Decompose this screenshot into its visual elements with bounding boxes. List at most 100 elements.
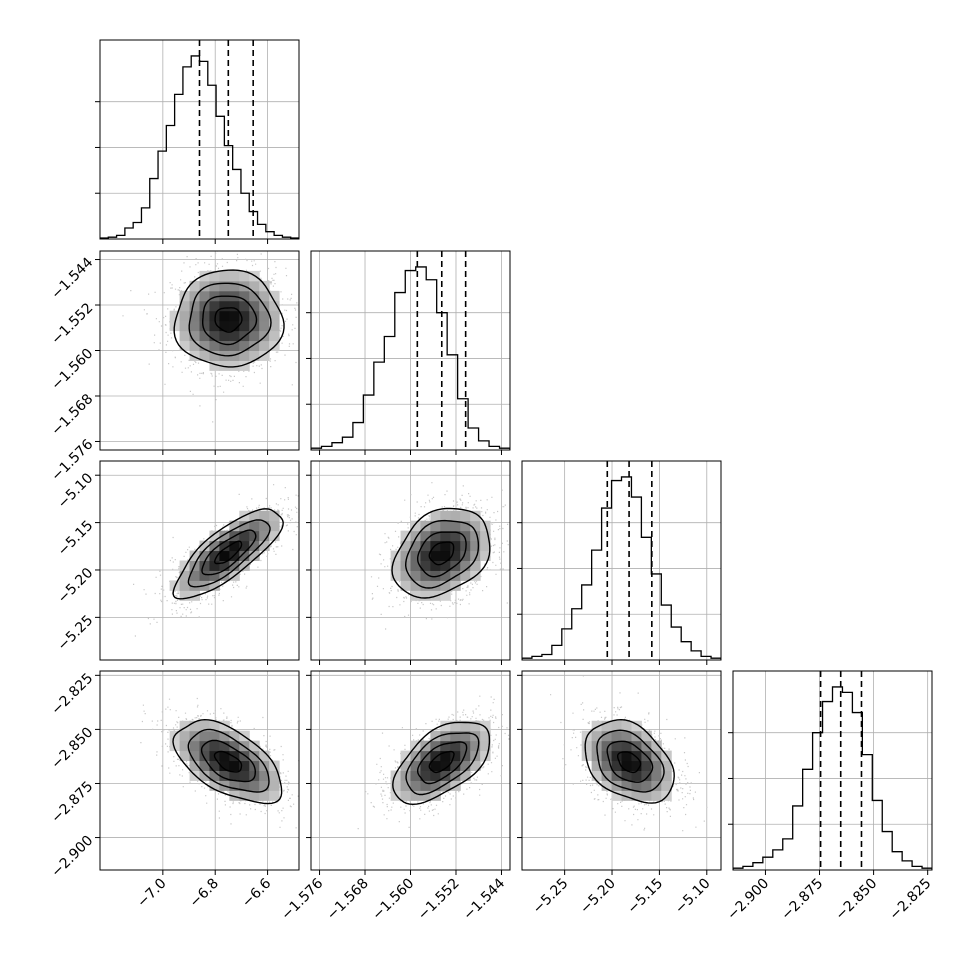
- density-cell: [209, 570, 220, 581]
- density-cell: [219, 740, 230, 752]
- density-cell: [430, 780, 441, 791]
- density-cell: [229, 340, 240, 351]
- density-cell: [229, 280, 240, 292]
- density-cell: [601, 740, 613, 752]
- density-cell: [219, 320, 230, 332]
- density-cell: [199, 760, 210, 771]
- density-cell: [219, 300, 230, 312]
- density-cell: [249, 780, 260, 791]
- density-cell: [410, 780, 421, 791]
- panel-frame: [310, 670, 511, 871]
- density-cell: [631, 750, 642, 762]
- density-cell: [631, 770, 642, 781]
- density-cell: [239, 340, 250, 351]
- density-cell: [259, 290, 270, 302]
- density-cell: [229, 760, 240, 771]
- density-cell: [410, 570, 421, 581]
- contour-level-3: [584, 718, 675, 804]
- panel-2-1: [306, 460, 511, 665]
- density-cell: [179, 320, 191, 332]
- xtick-label: −1.552: [415, 876, 463, 924]
- density-cell: [420, 540, 431, 552]
- density-cell: [199, 330, 210, 342]
- density-cell: [400, 530, 411, 542]
- density-cell: [410, 550, 421, 561]
- panel-frame: [732, 670, 933, 871]
- panel-frame: [521, 670, 722, 871]
- density-cell: [209, 340, 220, 351]
- density-cell: [661, 770, 672, 781]
- density-cell: [450, 510, 461, 522]
- density-cell: [601, 720, 613, 732]
- density-cell: [199, 560, 210, 571]
- density-cell: [400, 570, 411, 581]
- xtick-label: −6.6: [239, 875, 274, 910]
- xtick-label: −1.576: [278, 875, 326, 923]
- density-cell: [189, 740, 200, 752]
- histogram-1: [311, 266, 510, 450]
- density-cell: [621, 790, 632, 801]
- density-cell: [601, 750, 613, 762]
- density-cell: [440, 780, 451, 791]
- density-cell: [179, 740, 191, 752]
- density-cell: [430, 570, 441, 581]
- density-cell: [470, 530, 481, 542]
- density-cell: [209, 300, 220, 312]
- contour-level-0: [213, 540, 243, 565]
- density-cell: [410, 540, 421, 552]
- density-cell: [239, 520, 250, 532]
- density-cell: [651, 740, 662, 752]
- density-cell: [641, 790, 652, 801]
- panel-content: [140, 697, 299, 829]
- density-cell: [239, 790, 250, 801]
- panel-3-1: −1.576−1.568−1.560−1.552−1.544: [278, 670, 511, 924]
- density-cell: [249, 290, 260, 302]
- density-cell: [450, 530, 461, 542]
- density-cell: [209, 730, 220, 742]
- contour-level-0: [428, 541, 455, 566]
- density-cell: [621, 740, 632, 752]
- density-cell: [410, 790, 421, 801]
- contour-level-3: [391, 507, 491, 599]
- density-cell: [239, 780, 250, 791]
- density-cell: [601, 770, 613, 781]
- ytick-label: −5.25: [55, 612, 97, 654]
- density-cell: [269, 520, 280, 532]
- ytick-label: −1.544: [48, 255, 96, 303]
- density-cell: [249, 350, 260, 361]
- density-cell: [219, 310, 230, 322]
- density-cell: [450, 750, 461, 762]
- density-cell: [581, 740, 593, 752]
- density-cell: [259, 790, 270, 801]
- density-cell: [199, 570, 210, 581]
- panel-frame: [310, 250, 511, 451]
- density-cell: [169, 310, 181, 322]
- panel-3-2: −5.25 −5.20 −5.15 −5.10: [517, 670, 722, 918]
- density-cell: [601, 760, 613, 771]
- panel-2-0: −5.25−5.20−5.15−5.10: [55, 460, 300, 665]
- panel-frame: [521, 460, 722, 661]
- contour-level-3: [172, 718, 283, 805]
- density-cell: [430, 750, 441, 762]
- density-cell: [219, 730, 230, 742]
- density-cell: [259, 340, 270, 351]
- density-cell: [219, 560, 230, 571]
- density-cell: [229, 270, 240, 282]
- xtick-label: −5.15: [625, 876, 667, 918]
- density-cell: [249, 310, 260, 322]
- density-cell: [229, 310, 240, 322]
- density-cell: [239, 560, 250, 571]
- density-cell: [209, 770, 220, 781]
- density-cell: [239, 550, 250, 561]
- density-cell: [480, 530, 491, 542]
- density-cell: [209, 330, 220, 342]
- density-cell: [440, 520, 451, 532]
- density-cell: [480, 750, 491, 762]
- density-cell: [269, 780, 280, 791]
- density-cell: [189, 320, 200, 332]
- contour-level-2: [596, 729, 665, 793]
- density-cell: [470, 720, 481, 732]
- density-cell: [410, 520, 421, 532]
- panel-frame: [99, 250, 300, 451]
- density-cell: [651, 760, 662, 771]
